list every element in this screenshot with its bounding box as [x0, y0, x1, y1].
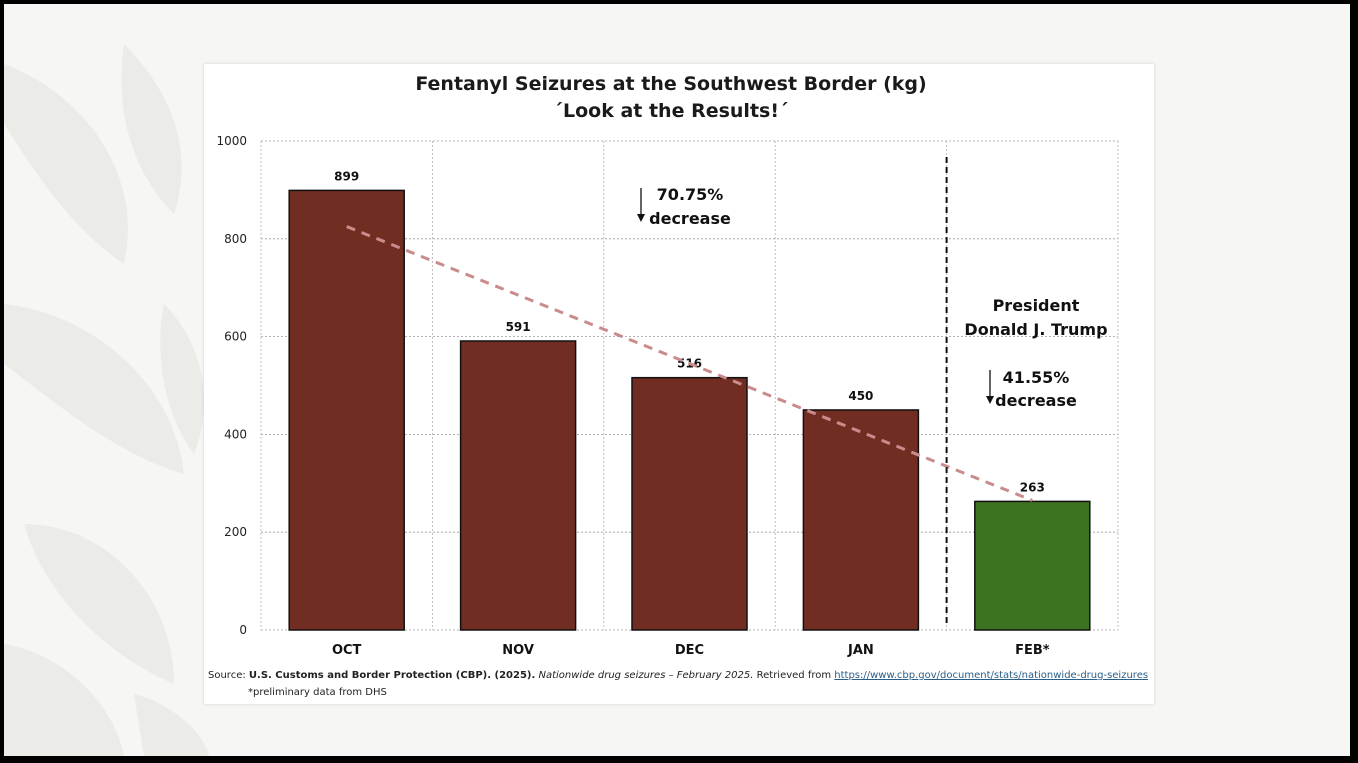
data-label: 263	[1020, 480, 1045, 494]
annotation-president-line-1: President	[993, 296, 1080, 315]
data-label: 450	[848, 389, 873, 403]
annotation-president-line-2: Donald J. Trump	[964, 320, 1107, 339]
y-tick-label: 1000	[216, 134, 247, 148]
source-citation: Source: U.S. Customs and Border Protecti…	[208, 670, 1148, 681]
chart-subtitle: ´Look at the Results!´	[553, 100, 788, 122]
chart-title: Fentanyl Seizures at the Southwest Borde…	[415, 73, 926, 95]
x-category-label: JAN	[847, 643, 874, 658]
source-retrieved: Retrieved from	[753, 670, 835, 681]
footnote: *preliminary data from DHS	[248, 687, 387, 698]
annotation-decrease-2: 41.55% decrease	[986, 368, 1077, 410]
y-tick-label: 600	[224, 330, 247, 344]
bar-dec	[631, 376, 748, 631]
y-tick-label: 200	[224, 525, 247, 539]
source-link[interactable]: https://www.cbp.gov/document/stats/natio…	[834, 670, 1149, 681]
bar-nov	[459, 340, 577, 631]
chart-panel: Fentanyl Seizures at the Southwest Borde…	[204, 64, 1154, 704]
x-category-label: NOV	[502, 643, 534, 658]
decorative-leaf-pattern	[4, 44, 209, 756]
source-work: Nationwide drug seizures – February 2025…	[538, 670, 754, 681]
annotation-label-1: decrease	[649, 209, 731, 228]
annotation-percent-2: 41.55%	[1003, 368, 1070, 387]
data-labels: 899591516450263	[334, 169, 1045, 494]
trendline	[346, 225, 1033, 502]
down-arrow-head-icon	[637, 214, 645, 222]
x-axis-categories: OCT NOV DEC JAN FEB*	[332, 643, 1050, 658]
x-category-label: OCT	[332, 643, 362, 658]
source-org: U.S. Customs and Border Protection (CBP)…	[248, 670, 536, 681]
y-tick-label: 0	[239, 623, 247, 637]
source-prefix: Source:	[208, 670, 249, 681]
y-tick-label: 400	[224, 427, 247, 441]
down-arrow-head-icon	[986, 396, 994, 404]
x-category-label: DEC	[675, 643, 704, 658]
bar-oct	[288, 189, 405, 631]
bar-jan	[802, 409, 920, 631]
y-tick-label: 800	[224, 232, 247, 246]
data-label: 591	[506, 320, 531, 334]
annotation-president: President Donald J. Trump	[964, 296, 1107, 339]
annotation-decrease-1: 70.75% decrease	[637, 185, 731, 228]
slide-background: Fentanyl Seizures at the Southwest Borde…	[4, 4, 1350, 756]
data-label: 899	[334, 169, 359, 183]
bars	[288, 189, 1091, 631]
x-category-label: FEB*	[1015, 643, 1050, 658]
y-axis-ticks: 0 200 400 600 800 1000	[216, 134, 247, 637]
annotation-label-2: decrease	[995, 391, 1077, 410]
bar-feb	[974, 500, 1091, 631]
annotation-percent-1: 70.75%	[657, 185, 724, 204]
chart-svg: Fentanyl Seizures at the Southwest Borde…	[216, 73, 1119, 658]
